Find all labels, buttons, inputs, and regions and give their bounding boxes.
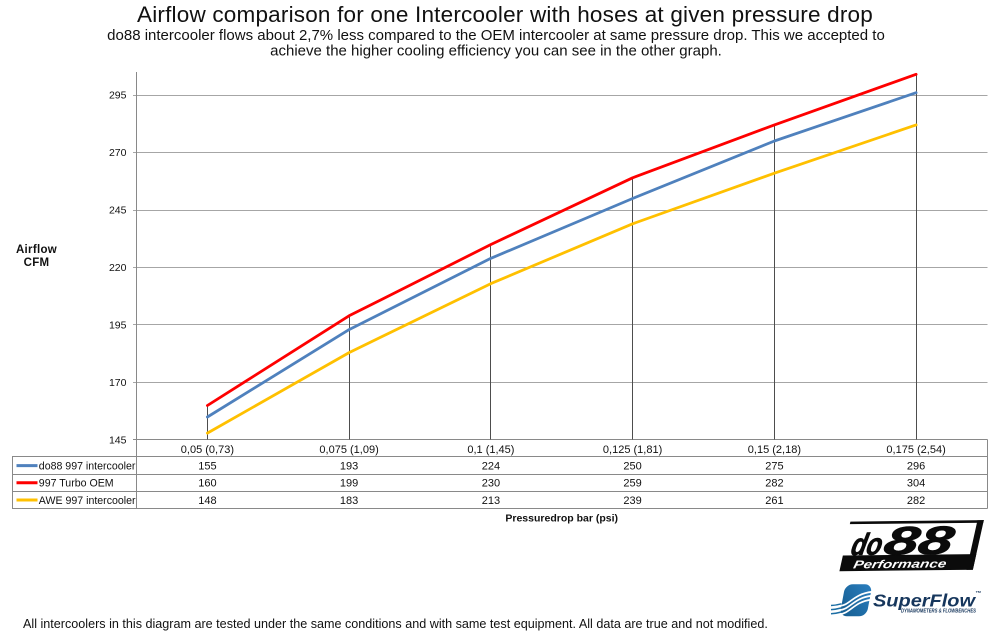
svg-text:Performance: Performance	[852, 558, 948, 571]
svg-text:Airflow comparison for one Int: Airflow comparison for one Intercooler w…	[137, 2, 873, 27]
svg-text:0,15 (2,18): 0,15 (2,18)	[748, 444, 801, 456]
svg-text:160: 160	[198, 478, 216, 490]
svg-text:SuperFlow: SuperFlow	[873, 591, 977, 611]
svg-text:CFM: CFM	[24, 257, 50, 269]
svg-text:230: 230	[482, 478, 500, 490]
svg-text:170: 170	[109, 377, 127, 389]
svg-text:220: 220	[109, 262, 127, 274]
svg-text:0,125 (1,81): 0,125 (1,81)	[603, 444, 662, 456]
svg-text:270: 270	[109, 147, 127, 159]
svg-text:All intercoolers in this diagr: All intercoolers in this diagram are tes…	[23, 617, 768, 631]
svg-text:195: 195	[109, 320, 127, 332]
svg-text:148: 148	[198, 495, 216, 507]
svg-text:304: 304	[907, 478, 925, 490]
svg-text:261: 261	[765, 495, 783, 507]
svg-text:Airflow: Airflow	[16, 244, 57, 256]
svg-text:295: 295	[109, 90, 127, 102]
svg-text:0,175 (2,54): 0,175 (2,54)	[886, 444, 945, 456]
svg-text:™: ™	[976, 590, 982, 597]
svg-text:275: 275	[765, 460, 783, 472]
svg-text:0,1 (1,45): 0,1 (1,45)	[467, 444, 514, 456]
svg-text:DYNAMOMETERS & FLOWBENCHES: DYNAMOMETERS & FLOWBENCHES	[901, 608, 976, 614]
svg-text:213: 213	[482, 495, 500, 507]
svg-text:do88 997 intercooler: do88 997 intercooler	[39, 460, 136, 472]
svg-text:296: 296	[907, 460, 925, 472]
svg-text:183: 183	[340, 495, 358, 507]
svg-text:Pressuredrop bar (psi): Pressuredrop bar (psi)	[505, 513, 618, 525]
svg-text:239: 239	[623, 495, 641, 507]
svg-text:0,075 (1,09): 0,075 (1,09)	[319, 444, 378, 456]
svg-text:282: 282	[765, 478, 783, 490]
svg-text:do88 intercooler flows about 2: do88 intercooler flows about 2,7% less c…	[107, 27, 885, 44]
svg-text:achieve the higher cooling eff: achieve the higher cooling efficiency yo…	[270, 42, 722, 59]
svg-text:250: 250	[623, 460, 641, 472]
svg-text:155: 155	[198, 460, 216, 472]
svg-text:259: 259	[623, 478, 641, 490]
svg-text:193: 193	[340, 460, 358, 472]
svg-text:88: 88	[880, 519, 959, 564]
svg-text:282: 282	[907, 495, 925, 507]
svg-text:224: 224	[482, 460, 500, 472]
svg-text:245: 245	[109, 205, 127, 217]
svg-text:0,05 (0,73): 0,05 (0,73)	[181, 444, 234, 456]
svg-text:199: 199	[340, 478, 358, 490]
svg-text:AWE 997 intercooler: AWE 997 intercooler	[39, 495, 136, 507]
svg-text:997 Turbo OEM: 997 Turbo OEM	[39, 478, 114, 490]
svg-text:145: 145	[109, 435, 127, 447]
